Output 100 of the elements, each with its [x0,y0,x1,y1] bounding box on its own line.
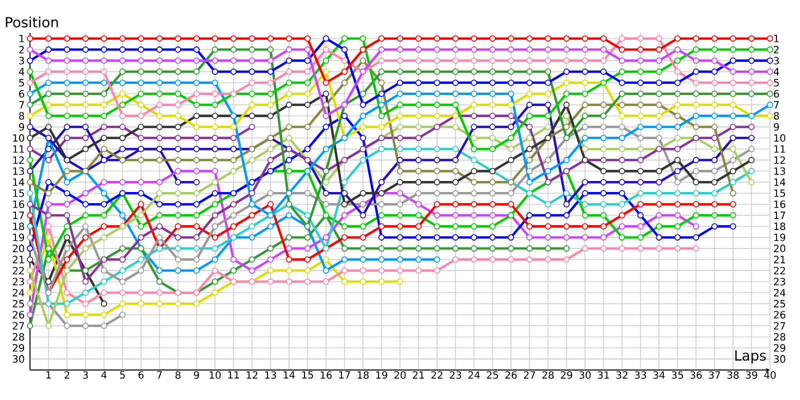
x-tick-label: 3 [83,371,88,379]
y-tick-label: 22 [12,266,24,274]
x-tick-label: 10 [210,371,221,379]
y2-tick-label: 5 [774,79,779,86]
x-tick-label: 39 [746,371,758,379]
y2-tick-label: 27 [774,322,786,330]
y2-tick-label: 20 [774,244,786,252]
y2-tick-label: 11 [774,145,786,153]
x-tick-label: 14 [284,371,295,378]
y-tick-label: 3 [19,56,24,64]
y-tick-label: 14 [13,178,24,186]
y-tick-label: 30 [12,355,24,363]
x-tick-label: 24 [468,371,480,379]
y2-tick-label: 1 [774,34,779,42]
y-tick-label: 13 [13,167,24,175]
y-tick-label: 4 [18,68,24,76]
y-tick-label: 6 [19,90,24,98]
x-tick-label: 26 [505,371,517,379]
y-tick-label: 2 [19,46,24,54]
x-tick-label: 20 [394,371,406,379]
y-tick-label: 20 [12,244,24,252]
y2-tick-label: 29 [774,344,786,352]
y2-tick-label: 25 [774,300,786,308]
y2-tick-label: 17 [774,212,786,219]
x-tick-label: 19 [376,371,388,379]
y-tick-label: 26 [12,310,24,319]
y2-tick-label: 4 [774,68,780,76]
x-tick-label: 18 [358,371,369,379]
y-tick-label: 11 [13,145,24,153]
x-tick-label: 11 [228,371,239,378]
y2-tick-label: 3 [774,56,779,64]
y-tick-label: 1 [20,34,24,42]
y-tick-label: 27 [12,322,24,330]
x-tick-label: 32 [616,371,628,379]
y2-tick-label: 8 [774,112,779,120]
x-tick-label: 9 [194,371,199,379]
x-tick-label: 16 [320,371,332,379]
y2-tick-label: 10 [774,134,786,142]
y2-tick-label: 9 [774,123,779,131]
y2-tick-label: 18 [774,222,786,230]
y-tick-label: 16 [13,200,24,208]
x-tick-label: 7 [157,371,162,378]
y-tick-label: 19 [13,234,24,242]
y-tick-label: 25 [12,300,24,308]
x-tick-label: 6 [138,371,144,379]
y2-tick-label: 14 [774,178,786,186]
y-tick-label: 29 [12,344,24,352]
x-tick-label: 12 [246,371,258,379]
y-axis-title: Position [6,16,58,28]
y2-tick-label: 15 [774,189,786,197]
x-tick-label: 2 [64,371,70,379]
x-tick-label: 21 [412,371,424,379]
y2-tick-label: 26 [774,310,786,319]
y-tick-label: 8 [19,112,24,120]
x-tick-label: 34 [653,371,665,379]
x-tick-label: 13 [265,371,276,379]
x-tick-label: 40 [764,371,776,379]
y-tick-label: 15 [13,189,24,197]
y2-tick-label: 13 [774,167,786,175]
y-tick-label: 7 [19,101,24,108]
x-tick-label: 38 [727,371,739,379]
y2-tick-label: 19 [774,234,786,242]
y2-tick-label: 24 [774,288,786,296]
y-tick-label: 28 [12,333,24,341]
y2-tick-label: 21 [774,256,786,264]
x-tick-label: 35 [672,371,683,379]
x-axis-title: Laps [735,350,766,364]
y-tick-label: 10 [13,134,24,142]
y2-tick-label: 22 [774,266,785,274]
y2-tick-label: 28 [774,333,786,341]
y2-tick-label: 30 [774,355,786,363]
y-tick-label: 9 [19,123,24,131]
y2-tick-label: 6 [774,90,779,98]
x-tick-label: 28 [542,371,554,379]
x-tick-label: 37 [708,371,720,379]
x-tick-label: 36 [690,371,702,379]
x-tick-label: 4 [101,371,107,378]
y2-tick-label: 16 [774,200,786,208]
y-tick-label: 23 [12,278,24,286]
y-tick-label: 21 [12,256,24,264]
y2-tick-label: 12 [774,156,785,164]
y2-tick-label: 7 [774,101,779,108]
x-tick-label: 25 [486,371,498,379]
y-tick-label: 18 [13,222,24,230]
x-tick-label: 5 [120,371,125,379]
x-tick-label: 22 [431,371,442,379]
x-tick-label: 31 [598,371,609,379]
x-tick-label: 17 [339,371,350,378]
x-tick-label: 30 [579,371,591,379]
y2-tick-label: 23 [774,278,786,286]
y-tick-label: 17 [13,212,24,219]
y-tick-label: 5 [19,79,24,86]
y-tick-label: 12 [13,156,24,164]
x-tick-label: 1 [46,371,51,378]
x-tick-label: 15 [302,371,313,379]
x-tick-label: 27 [524,371,536,379]
x-tick-label: 8 [175,371,180,379]
x-tick-label: 33 [634,371,646,379]
x-tick-label: 23 [450,371,462,379]
y2-tick-label: 2 [774,46,779,54]
